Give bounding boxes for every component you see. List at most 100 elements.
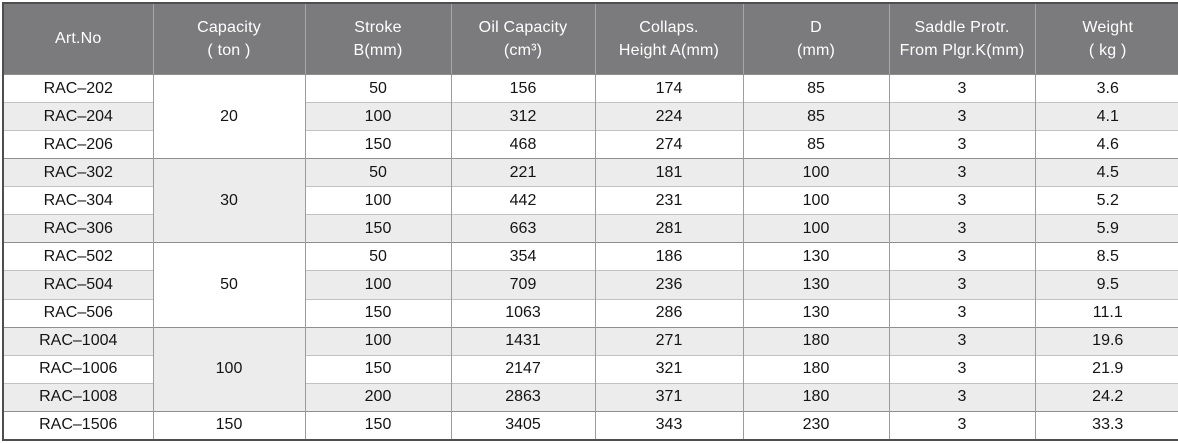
table-body: RAC–202 20 50 156 174 85 3 3.6 RAC–204 1…	[2, 73, 1178, 440]
cell-stroke: 100	[304, 102, 452, 131]
cell-collapsed-height: 343	[594, 410, 744, 440]
cell-oil-capacity: 2863	[450, 382, 596, 412]
cell-diameter: 100	[742, 214, 890, 243]
cell-stroke: 150	[304, 214, 452, 243]
cell-weight: 19.6	[1034, 326, 1178, 356]
cell-capacity: 20	[152, 73, 306, 159]
cell-art-no: RAC–1004	[2, 326, 154, 356]
cell-collapsed-height: 186	[594, 242, 744, 271]
cell-weight: 11.1	[1034, 298, 1178, 328]
column-header-oil-capacity: Oil Capacity (cm³)	[450, 3, 596, 75]
column-header-stroke: Stroke B(mm)	[304, 3, 452, 75]
cell-collapsed-height: 181	[594, 158, 744, 187]
cell-capacity: 100	[152, 326, 306, 412]
table-row: RAC–1506 150 150 3405 343 230 3 33.3	[2, 410, 1178, 440]
cell-art-no: RAC–202	[2, 73, 154, 103]
cell-oil-capacity: 1431	[450, 326, 596, 356]
cell-oil-capacity: 2147	[450, 354, 596, 384]
cell-collapsed-height: 224	[594, 102, 744, 131]
cell-art-no: RAC–302	[2, 158, 154, 187]
cell-stroke: 100	[304, 270, 452, 299]
cell-collapsed-height: 236	[594, 270, 744, 299]
cell-collapsed-height: 231	[594, 186, 744, 215]
cell-oil-capacity: 221	[450, 158, 596, 187]
cell-art-no: RAC–204	[2, 102, 154, 131]
cell-capacity: 30	[152, 158, 306, 243]
cell-oil-capacity: 354	[450, 242, 596, 271]
cell-saddle-protrusion: 3	[888, 298, 1036, 328]
cell-saddle-protrusion: 3	[888, 130, 1036, 159]
cell-weight: 4.5	[1034, 158, 1178, 187]
cell-weight: 33.3	[1034, 410, 1178, 440]
cell-oil-capacity: 156	[450, 73, 596, 103]
table-row: RAC–502 50 50 354 186 130 3 8.5	[2, 242, 1178, 328]
cell-weight: 5.9	[1034, 214, 1178, 243]
table-row: RAC–304 100 442 231 100 3 5.2	[2, 186, 1178, 215]
column-header-art-no: Art.No	[2, 3, 154, 75]
cell-stroke: 50	[304, 242, 452, 271]
cell-saddle-protrusion: 3	[888, 242, 1036, 271]
cell-stroke: 150	[304, 410, 452, 440]
cell-saddle-protrusion: 3	[888, 102, 1036, 131]
cell-diameter: 180	[742, 354, 890, 384]
column-header-collapsed-height: Collaps. Height A(mm)	[594, 3, 744, 75]
header-row: Art.No Capacity( ton ) Stroke B(mm) Oil C…	[2, 3, 1178, 75]
cell-diameter: 130	[742, 270, 890, 299]
cell-oil-capacity: 468	[450, 130, 596, 159]
cell-art-no: RAC–1506	[2, 410, 154, 440]
cell-saddle-protrusion: 3	[888, 382, 1036, 412]
cell-weight: 8.5	[1034, 242, 1178, 271]
cell-art-no: RAC–504	[2, 270, 154, 299]
cell-stroke: 50	[304, 73, 452, 103]
cell-diameter: 100	[742, 186, 890, 215]
table-row: RAC–1008 200 2863 371 180 3 24.2	[2, 382, 1178, 412]
cell-diameter: 85	[742, 73, 890, 103]
table-row: RAC–1004 100 100 1431 271 180 3 19.6	[2, 326, 1178, 412]
cell-collapsed-height: 321	[594, 354, 744, 384]
cell-saddle-protrusion: 3	[888, 158, 1036, 187]
cell-art-no: RAC–206	[2, 130, 154, 159]
cell-saddle-protrusion: 3	[888, 270, 1036, 299]
cell-weight: 21.9	[1034, 354, 1178, 384]
cell-art-no: RAC–506	[2, 298, 154, 328]
cell-saddle-protrusion: 3	[888, 73, 1036, 103]
cell-art-no: RAC–306	[2, 214, 154, 243]
cell-stroke: 100	[304, 326, 452, 356]
cell-art-no: RAC–502	[2, 242, 154, 271]
table-row: RAC–206 150 468 274 85 3 4.6	[2, 130, 1178, 159]
column-header-capacity: Capacity( ton )	[152, 3, 306, 75]
cell-saddle-protrusion: 3	[888, 354, 1036, 384]
cell-diameter: 85	[742, 102, 890, 131]
cell-diameter: 230	[742, 410, 890, 440]
cell-saddle-protrusion: 3	[888, 214, 1036, 243]
cell-weight: 4.6	[1034, 130, 1178, 159]
cell-art-no: RAC–304	[2, 186, 154, 215]
cell-stroke: 150	[304, 298, 452, 328]
cell-capacity: 150	[152, 410, 306, 440]
table-row: RAC–202 20 50 156 174 85 3 3.6	[2, 73, 1178, 159]
column-header-saddle-protrusion: Saddle Protr. From Plgr.K(mm)	[888, 3, 1036, 75]
cell-art-no: RAC–1008	[2, 382, 154, 412]
cell-collapsed-height: 274	[594, 130, 744, 159]
cell-weight: 5.2	[1034, 186, 1178, 215]
cell-diameter: 85	[742, 130, 890, 159]
cell-oil-capacity: 1063	[450, 298, 596, 328]
cell-diameter: 100	[742, 158, 890, 187]
table-row: RAC–306 150 663 281 100 3 5.9	[2, 214, 1178, 243]
cell-diameter: 130	[742, 298, 890, 328]
table-row: RAC–204 100 312 224 85 3 4.1	[2, 102, 1178, 131]
cell-weight: 9.5	[1034, 270, 1178, 299]
cell-oil-capacity: 442	[450, 186, 596, 215]
cell-weight: 24.2	[1034, 382, 1178, 412]
cell-collapsed-height: 371	[594, 382, 744, 412]
cell-oil-capacity: 663	[450, 214, 596, 243]
cell-saddle-protrusion: 3	[888, 186, 1036, 215]
cell-diameter: 180	[742, 326, 890, 356]
cell-collapsed-height: 271	[594, 326, 744, 356]
cell-capacity: 50	[152, 242, 306, 328]
table-row: RAC–506 150 1063 286 130 3 11.1	[2, 298, 1178, 328]
cell-collapsed-height: 174	[594, 73, 744, 103]
cell-diameter: 180	[742, 382, 890, 412]
column-header-diameter: D (mm)	[742, 3, 890, 75]
